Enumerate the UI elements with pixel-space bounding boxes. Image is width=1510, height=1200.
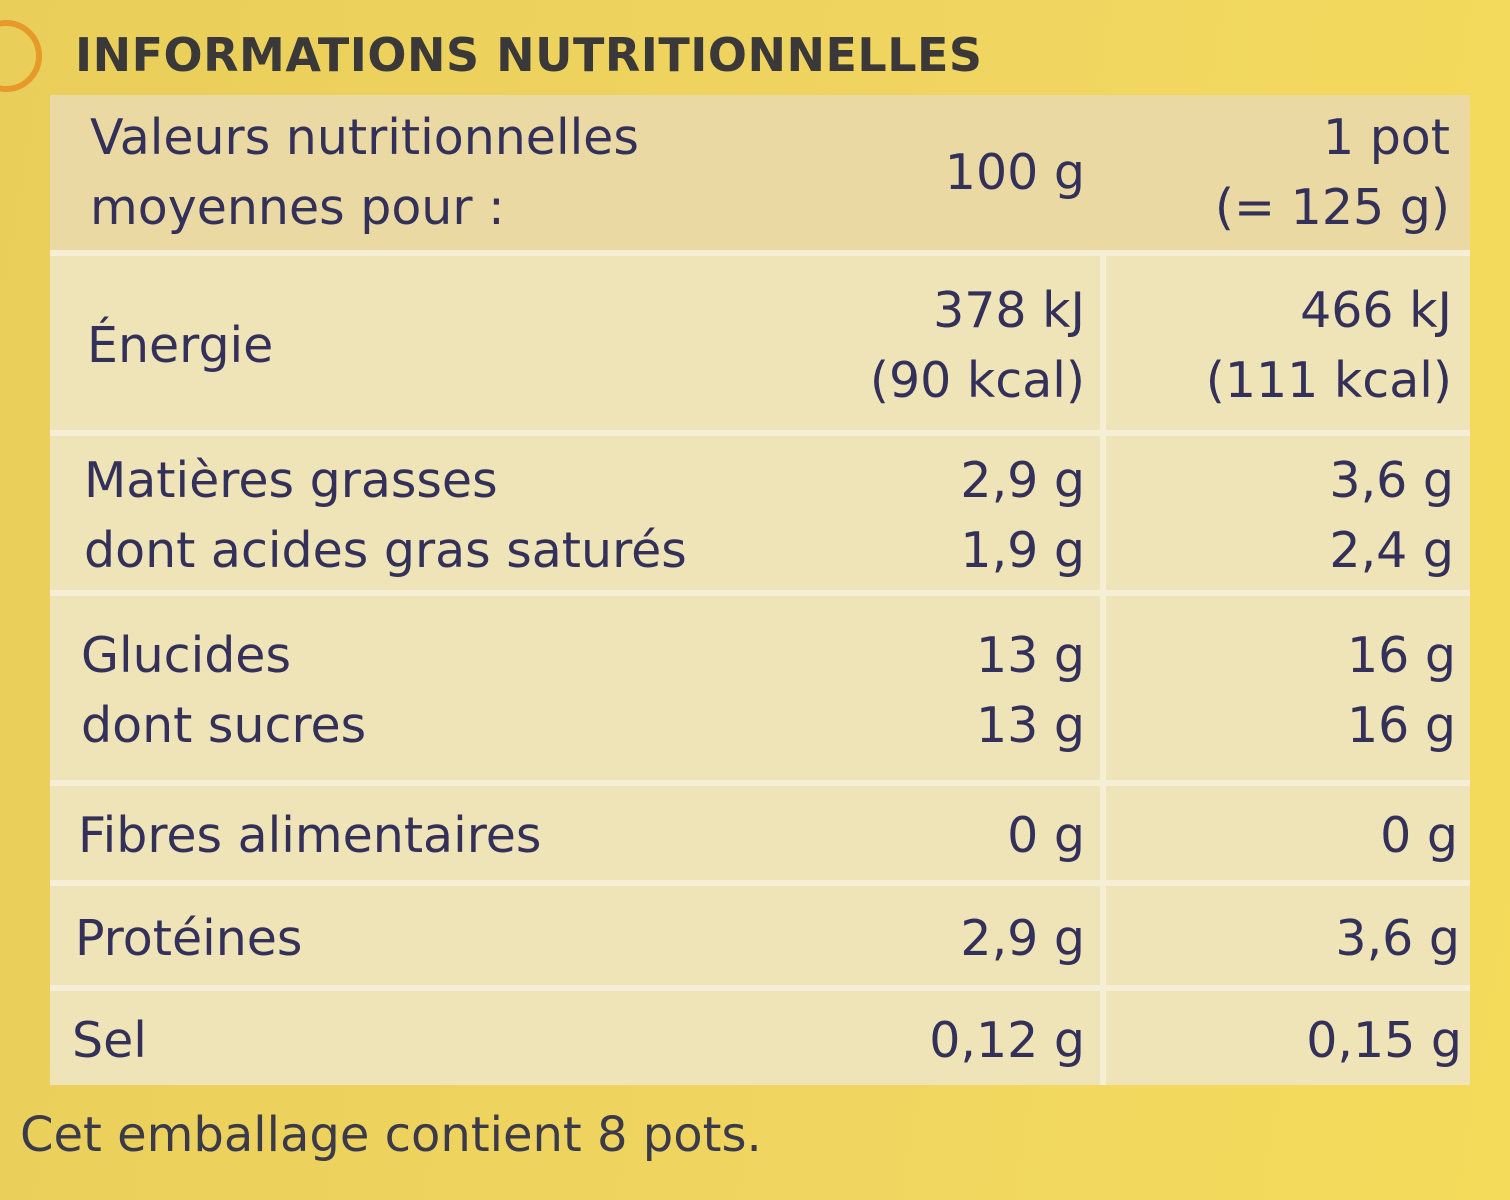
table-row: Fibres alimentaires 0 g 0 g [50, 780, 1470, 880]
row-label: Valeurs nutritionnelles [90, 108, 639, 166]
logo-circle [0, 20, 42, 92]
value-cell: 16 g [1346, 697, 1456, 754]
row-label: Glucides [81, 627, 291, 684]
value-cell: 16 g [1346, 627, 1456, 684]
value-cell: 2,4 g [1329, 522, 1454, 579]
value-cell: 0,15 g [1306, 1012, 1462, 1069]
footer-note: Cet emballage contient 8 pots. [20, 1107, 762, 1163]
value-cell: (111 kcal) [1205, 352, 1452, 409]
row-label: Protéines [75, 909, 303, 967]
value-cell: 13 g [975, 627, 1085, 684]
header-row: Valeurs nutritionnelles moyennes pour : 10… [50, 95, 1470, 250]
value-cell: 466 kJ [1300, 282, 1452, 339]
table-row: Sel 0,12 g 0,15 g [50, 985, 1470, 1085]
value-cell: 13 g [975, 697, 1085, 754]
value-cell: 378 kJ [933, 282, 1085, 339]
value-cell: 2,9 g [960, 452, 1085, 509]
nutrition-table: Valeurs nutritionnelles moyennes pour : 10… [50, 95, 1470, 1085]
row-label: dont sucres [81, 697, 367, 754]
value-cell: 3,6 g [1335, 909, 1460, 967]
row-label: Fibres alimentaires [78, 807, 542, 864]
row-label: moyennes pour : [90, 178, 505, 236]
value-cell: 0 g [1007, 807, 1085, 864]
table-row: Énergie 378 kJ (90 kcal) 466 kJ (111 kcal) [50, 250, 1470, 430]
value-cell: 0,12 g [929, 1012, 1085, 1069]
value-cell: (90 kcal) [869, 352, 1085, 409]
value-cell: 0 g [1380, 807, 1458, 864]
title: INFORMATIONS NUTRITIONNELLES [75, 28, 983, 82]
table-row: Glucides dont sucres 13 g 13 g 16 g 16 g [50, 590, 1470, 780]
table-row: Protéines 2,9 g 3,6 g [50, 880, 1470, 985]
row-label: Matières grasses [84, 452, 498, 509]
value-cell: 1,9 g [960, 522, 1085, 579]
row-label: Sel [72, 1012, 147, 1069]
value-cell: (= 125 g) [1214, 178, 1450, 236]
row-label: dont acides gras saturés [84, 522, 687, 579]
value-cell: 2,9 g [960, 909, 1085, 967]
row-label: Énergie [87, 317, 274, 374]
value-cell: 100 g [944, 143, 1085, 201]
value-cell: 1 pot [1322, 108, 1450, 166]
table-row: Matières grasses dont acides gras saturés… [50, 430, 1470, 590]
value-cell: 3,6 g [1329, 452, 1454, 509]
